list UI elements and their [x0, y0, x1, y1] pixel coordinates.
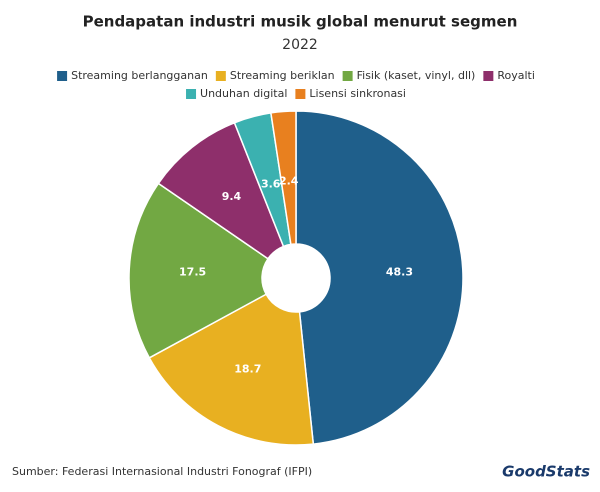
slice: [270, 110, 297, 246]
legend-item: Streaming beriklan: [215, 69, 335, 82]
legend-label: Fisik (kaset, vinyl, dll): [357, 69, 476, 82]
legend-swatch: [186, 89, 197, 99]
legend-swatch: [215, 71, 226, 81]
chart-subtitle: 2022: [282, 37, 318, 53]
value-label: 2.4: [279, 174, 299, 187]
slice: [128, 182, 270, 359]
value-label: 48.3: [386, 266, 413, 279]
value-label: 9.4: [222, 190, 242, 203]
legend-label: Royalti: [497, 69, 535, 82]
legend-swatch: [295, 89, 306, 99]
legend-label: Unduhan digital: [200, 87, 287, 100]
legend-item: Fisik (kaset, vinyl, dll): [342, 69, 476, 82]
legend-label: Streaming beriklan: [230, 69, 335, 82]
value-label: 3.6: [261, 177, 281, 190]
slice: [295, 110, 464, 445]
legend-item: Lisensi sinkronasi: [295, 87, 406, 100]
legend: Streaming berlangganan Streaming beriklan…: [57, 69, 535, 100]
value-label: 17.5: [179, 266, 206, 279]
legend-item: Unduhan digital: [186, 87, 287, 100]
value-label: 18.7: [234, 363, 261, 376]
legend-item: Royalti: [483, 69, 535, 82]
legend-swatch: [342, 71, 353, 81]
source: Sumber: Federasi Internasional Industri …: [12, 465, 312, 478]
donut: 48.3 18.7 17.5 9.4 3.62.4: [128, 110, 464, 446]
legend-label: Streaming berlangganan: [71, 69, 208, 82]
legend-item: Streaming berlangganan: [57, 69, 208, 82]
legend-label: Lisensi sinkronasi: [309, 87, 406, 100]
logo: GoodStats: [502, 463, 590, 481]
legend-swatch: [57, 71, 68, 81]
chart-title: Pendapatan industri musik global menurut…: [83, 13, 518, 31]
slice: [148, 293, 315, 446]
legend-swatch: [483, 71, 494, 81]
slice: [157, 121, 285, 260]
